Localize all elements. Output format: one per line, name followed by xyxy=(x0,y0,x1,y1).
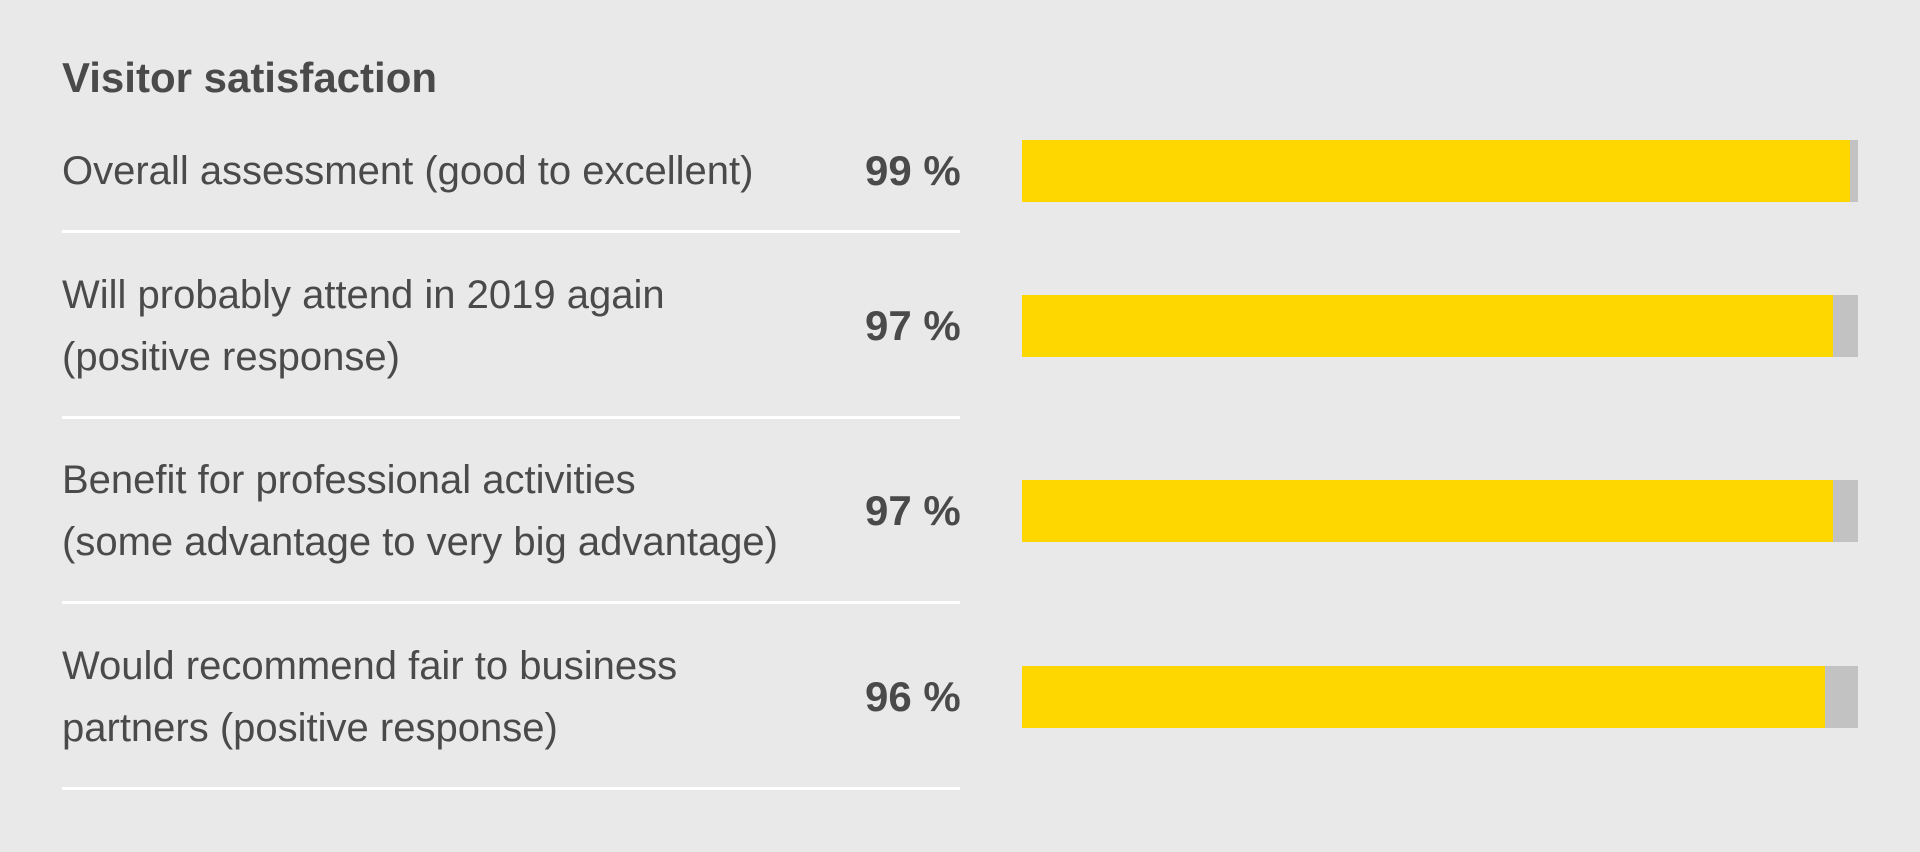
category-label-4-line-1: Would recommend fair to business xyxy=(62,644,678,688)
bar-track-3 xyxy=(1022,480,1858,542)
bar-4 xyxy=(1022,666,1825,728)
category-label-1-line-1: Overall assessment (good to excellent) xyxy=(62,149,754,193)
value-label-4: 96 % xyxy=(865,673,961,720)
row-divider-4 xyxy=(62,787,960,790)
category-label-4: Would recommend fair to business partner… xyxy=(62,635,677,759)
value-label-3: 97 % xyxy=(865,487,961,534)
category-label-3-line-1: Benefit for professional activities xyxy=(62,458,636,502)
bar-2 xyxy=(1022,295,1833,357)
value-label-2: 97 % xyxy=(865,302,961,349)
row-divider-3 xyxy=(62,601,960,604)
value-label-1: 99 % xyxy=(865,147,961,194)
category-label-3-line-2: (some advantage to very big advantage) xyxy=(62,520,778,564)
bar-3 xyxy=(1022,480,1833,542)
bar-track-1 xyxy=(1022,140,1858,202)
chart-title: Visitor satisfaction xyxy=(62,54,438,101)
row-divider-1 xyxy=(62,230,960,233)
category-label-3: Benefit for professional activities (som… xyxy=(62,449,778,573)
bar-track-2 xyxy=(1022,295,1858,357)
row-divider-2 xyxy=(62,416,960,419)
category-label-2: Will probably attend in 2019 again (posi… xyxy=(62,264,665,388)
category-label-2-line-2: (positive response) xyxy=(62,335,400,379)
category-label-4-line-2: partners (positive response) xyxy=(62,706,558,750)
bar-1 xyxy=(1022,140,1850,202)
category-label-1: Overall assessment (good to excellent) xyxy=(62,140,753,202)
bar-track-4 xyxy=(1022,666,1858,728)
category-label-2-line-1: Will probably attend in 2019 again xyxy=(62,273,665,317)
